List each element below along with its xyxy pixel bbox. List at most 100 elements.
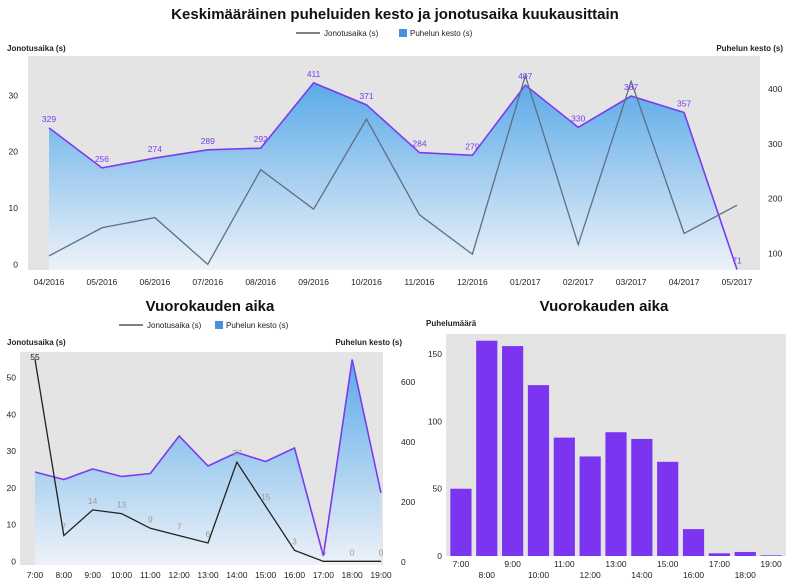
legend-kesto-label-2: Puhelun kesto (s): [226, 321, 289, 330]
bar: [450, 488, 472, 556]
bar-y-tick-label: 150: [428, 349, 442, 359]
bar-x-tick-label: 19:00: [760, 559, 782, 569]
kesto-data-label: 329: [42, 114, 56, 124]
bars-group: [450, 340, 782, 556]
kesto-data-label: 256: [95, 154, 109, 164]
bar-x-tick-label: 14:00: [631, 570, 653, 580]
bar: [682, 529, 705, 556]
kesto-data-label: 357: [677, 99, 691, 109]
monthly-x-ticks-group: 04/2016 05/2016 06/2016 07/2016 08/2016 09/20…: [34, 277, 753, 287]
legend-kesto-label: Puhelun kesto (s): [410, 29, 473, 38]
x-tick-label: 06/2016: [139, 277, 170, 287]
x-tick-label: 19:00: [370, 570, 392, 580]
x-tick-label: 10:00: [111, 570, 133, 580]
y-tick-label: 20: [9, 147, 19, 157]
x-tick-label: 7:00: [27, 570, 44, 580]
bar: [760, 555, 782, 556]
y-tick-label: 50: [7, 373, 17, 383]
monthly-y2-axis-label: Puhelun kesto (s): [716, 44, 783, 53]
monthly-kesto-area-group: [49, 82, 737, 270]
y-tick-label: 40: [7, 409, 17, 419]
bar: [527, 385, 550, 556]
x-tick-label: 10/2016: [351, 277, 382, 287]
kesto-data-label: 289: [201, 136, 215, 146]
bar: [476, 340, 498, 556]
bar: [657, 461, 679, 556]
monthly-y2-ticks-group: 100 200 300 400: [768, 84, 782, 259]
jono-data-label: 3: [292, 536, 297, 546]
hourly-y2-ticks-group: 0 200 400 600: [401, 377, 415, 567]
bar-x-tick-label: 8:00: [478, 570, 495, 580]
monthly-chart-title: Keskimääräinen puheluiden kesto ja jonot…: [171, 6, 619, 23]
jono-data-label: 55: [30, 352, 40, 362]
kesto-series-line: [48, 81, 738, 270]
x-tick-label: 08/2016: [245, 277, 276, 287]
x-tick-label: 11/2016: [404, 277, 434, 287]
jono-data-label: 0: [379, 547, 384, 557]
bar-x-tick-label: 18:00: [735, 570, 757, 580]
legend-kesto-swatch-2: [215, 321, 223, 329]
x-tick-label: 05/2016: [87, 277, 118, 287]
bar: [579, 456, 601, 556]
y2-tick-label: 400: [768, 84, 782, 94]
x-tick-label: 01/2017: [510, 277, 541, 287]
hourly-lines-group: [34, 359, 382, 562]
kesto-data-label: 411: [307, 69, 321, 79]
x-tick-label: 07/2016: [192, 277, 223, 287]
x-tick-label: 14:00: [226, 570, 248, 580]
monthly-y-ticks-group: 0 10 20 30: [9, 90, 19, 269]
jono-data-label: 6: [206, 529, 211, 539]
bar-y-tick-label: 0: [437, 551, 442, 561]
bar-x-tick-label: 11:00: [554, 559, 575, 569]
x-tick-label: 05/2017: [722, 277, 753, 287]
bar-y-ticks-group: 0 50 100 150: [428, 349, 442, 561]
bar: [553, 437, 575, 556]
hourly-line-chart: Vuorokauden aika Jonotusaika (s) Puhelun…: [7, 298, 416, 580]
y2-tick-label: 0: [401, 557, 406, 567]
x-tick-label: 04/2017: [669, 277, 700, 287]
bar-x-tick-label: 12:00: [580, 570, 602, 580]
x-tick-label: 9:00: [84, 570, 101, 580]
y2-tick-label: 300: [768, 139, 782, 149]
y-tick-label: 20: [7, 483, 17, 493]
x-tick-label: 18:00: [342, 570, 364, 580]
hourly-y-axis-label: Jonotusaika (s): [7, 338, 66, 347]
jono-data-label: 13: [117, 500, 127, 510]
x-tick-label: 02/2017: [563, 277, 594, 287]
kesto-data-label: 292: [254, 134, 268, 144]
hourly-bar-chart: Vuorokauden aika Puhelumäärä 0 50 100 150 7…: [426, 298, 786, 580]
kesto-data-label: 407: [518, 71, 532, 81]
y-tick-label: 0: [13, 259, 18, 269]
x-tick-label: 04/2016: [34, 277, 65, 287]
legend-kesto-swatch: [399, 29, 407, 37]
kesto-data-label: 71: [732, 255, 742, 265]
kesto-data-label: 371: [359, 91, 373, 101]
bar-x-tick-label: 16:00: [683, 570, 705, 580]
x-tick-label: 15:00: [255, 570, 277, 580]
bar-x-tick-label: 10:00: [528, 570, 550, 580]
legend-jono-label: Jonotusaika (s): [324, 29, 379, 38]
hourly-data-labels-group: 55 7 14 13 9 7 6 27 15 3 0 0 0: [30, 352, 383, 557]
bar-y-tick-label: 100: [428, 416, 442, 426]
bar: [631, 438, 653, 556]
hourly-legend: Jonotusaika (s) Puhelun kesto (s): [119, 321, 289, 330]
bar-y-axis-label: Puhelumäärä: [426, 319, 477, 328]
x-tick-label: 8:00: [56, 570, 73, 580]
x-tick-label: 09/2016: [298, 277, 329, 287]
monthly-data-labels-group: 329 256 274 289 292 411 371 284 279 407 330 387 357 7…: [42, 69, 742, 266]
hourly-y2-axis-label: Puhelun kesto (s): [335, 338, 402, 347]
y-tick-label: 10: [9, 203, 19, 213]
y-tick-label: 30: [7, 446, 17, 456]
jono-series-line: [34, 359, 381, 562]
monthly-lines-group: [48, 73, 738, 270]
bar-x-tick-label: 15:00: [657, 559, 679, 569]
kesto-data-label: 279: [465, 141, 479, 151]
kesto-area-fill: [49, 82, 737, 270]
hourly-y-ticks-group: 0 10 20 30 40 50: [7, 373, 17, 567]
x-tick-label: 17:00: [313, 570, 335, 580]
bar-y-tick-label: 50: [433, 484, 443, 494]
y2-tick-label: 100: [768, 249, 782, 259]
y-tick-label: 30: [9, 90, 19, 100]
bar: [605, 432, 627, 556]
